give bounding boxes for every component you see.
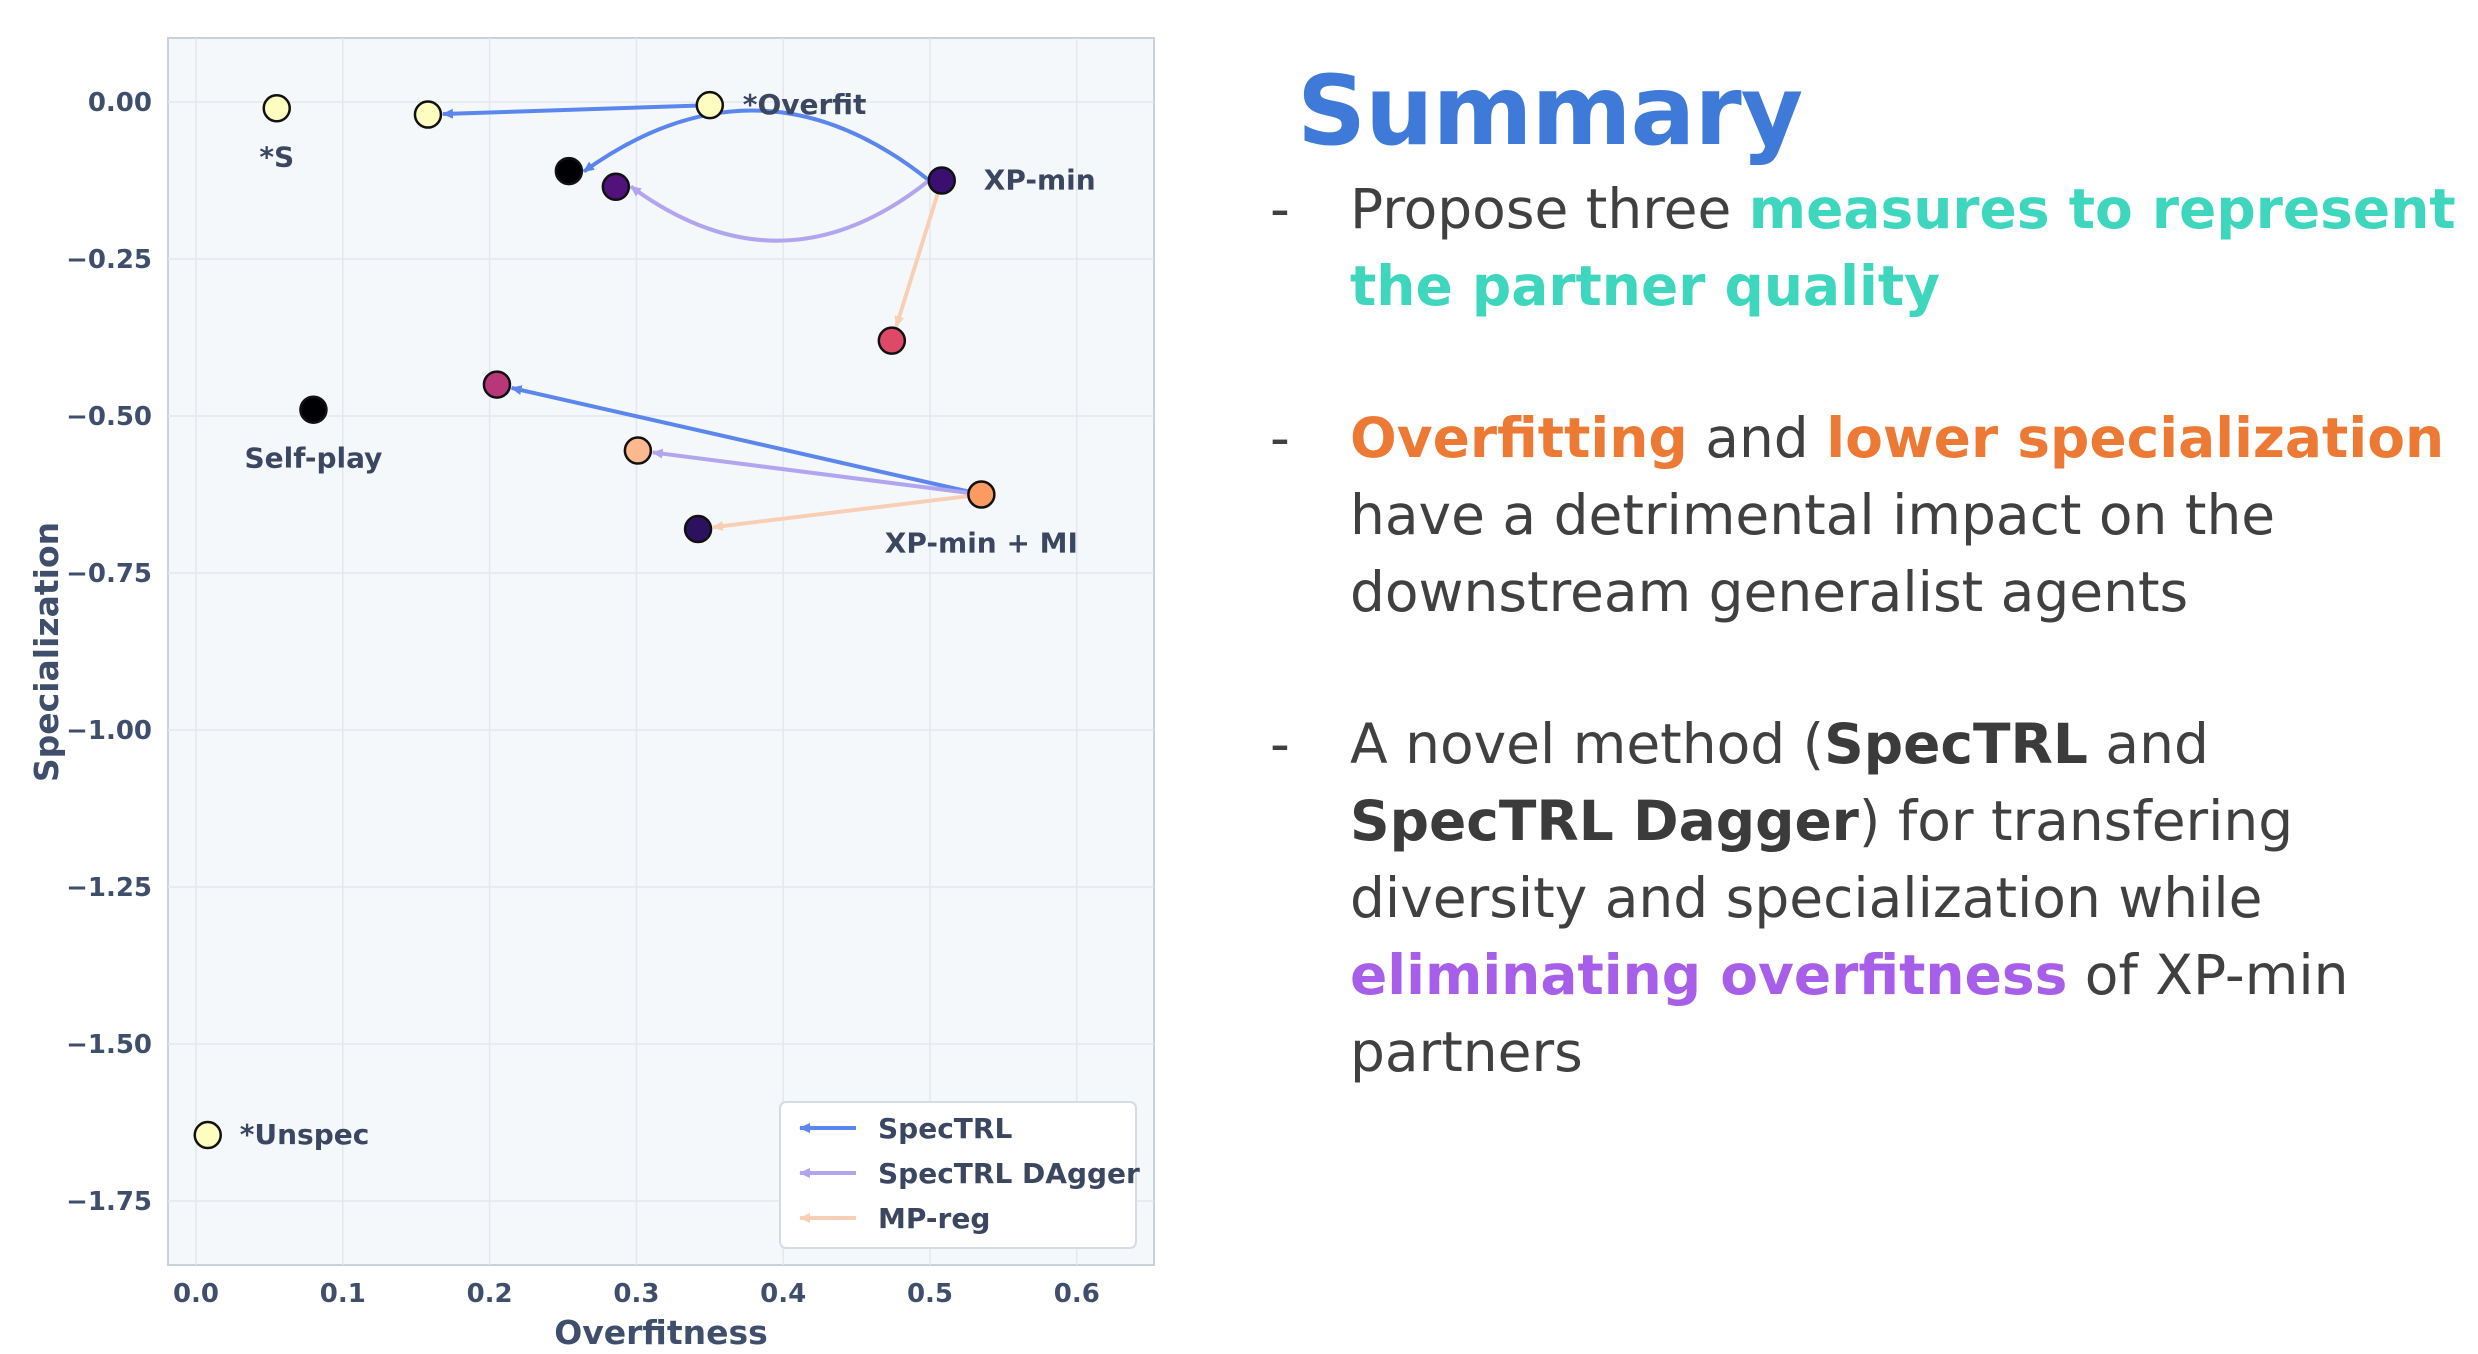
summary-title: Summary (1297, 55, 1803, 167)
arrow-spectrl (582, 108, 930, 182)
y-tick-label: −1.00 (66, 716, 152, 746)
data-point (877, 326, 907, 355)
x-tick-label: 0.0 (173, 1279, 219, 1309)
data-point (554, 156, 584, 186)
data-point (695, 90, 725, 120)
arrows (441, 103, 970, 531)
legend-box (779, 1101, 1137, 1249)
point-label: *S (259, 140, 294, 173)
data-point (927, 166, 956, 195)
legend-label: SpecTRL DAgger (878, 1157, 1140, 1190)
point-label: *Unspec (240, 1118, 370, 1151)
data-point (299, 395, 328, 424)
legend-entries: SpecTRL SpecTRL DAgger MP-reg (799, 1112, 1140, 1235)
x-tick-label: 0.3 (613, 1279, 659, 1309)
highlight-lower-specialization: lower specialization (1826, 406, 2445, 470)
data-point (601, 172, 631, 202)
point-label: *Overfit (743, 88, 867, 121)
bullet-text: Propose three (1350, 177, 1749, 241)
scatter-chart: 0.0 0.1 0.2 0.3 0.4 0.5 0.6 0.00 −0.25 −0.50 −0.75… (27, 37, 1155, 1352)
arrow-mp-reg (894, 192, 940, 328)
point-label: XP-min (984, 164, 1096, 197)
bullet-text: and (2087, 712, 2209, 776)
highlight-spectrl: SpecTRL (1824, 712, 2088, 776)
data-point (967, 480, 996, 509)
bullet-text: have a detrimental impact on the downstr… (1350, 483, 2276, 624)
data-point (482, 370, 512, 399)
bullet-novel-method: - A novel method (SpecTRL and SpecTRL Da… (1270, 706, 2470, 1091)
bullet-overfitting-impact: - Overfitting and lower specialization h… (1270, 400, 2470, 631)
points (193, 90, 996, 1150)
highlight-eliminating-overfitness: eliminating overfitness (1350, 943, 2068, 1007)
bullet-text: and (1687, 406, 1827, 470)
y-tick-label: −0.50 (66, 402, 152, 432)
x-tick-label: 0.2 (467, 1279, 513, 1309)
data-point (262, 94, 291, 123)
legend-label: SpecTRL (878, 1112, 1012, 1145)
summary-panel: Summary - Propose three measures to repr… (1270, 55, 2470, 1091)
point-labels: *S *Overfit XP-min Self-play XP-min + MI *Uns… (240, 88, 1096, 1151)
legend-label: MP-reg (878, 1202, 990, 1235)
data-point (413, 100, 443, 129)
bullet-text: ) for transfering diversity and speciali… (1350, 789, 2294, 930)
legend: SpecTRL SpecTRL DAgger MP-reg (779, 1101, 1140, 1249)
highlight-measures: measures to represent the partner qualit… (1350, 177, 2456, 318)
arrow-spectrl-dagger (629, 179, 930, 243)
highlight-spectrl-dagger: SpecTRL Dagger (1350, 789, 1859, 853)
data-point (683, 514, 713, 544)
arrow-spectrl (441, 103, 697, 119)
y-tick-label: −0.75 (66, 559, 152, 589)
bullet-text: of XP-min partners (1350, 943, 2349, 1084)
grid (168, 38, 1154, 1265)
data-point (193, 1120, 222, 1150)
y-tick-label: −1.25 (66, 873, 152, 903)
point-label: Self-play (244, 442, 382, 475)
highlight-overfitting: Overfitting (1350, 406, 1688, 470)
axis-ticks: 0.0 0.1 0.2 0.3 0.4 0.5 0.6 0.00 −0.25 −0.50 −0.75… (66, 88, 1100, 1309)
arrow-mp-reg (711, 494, 969, 531)
y-tick-label: −1.75 (66, 1187, 152, 1217)
y-tick-label: −0.25 (66, 245, 152, 275)
x-axis-title: Overfitness (554, 1313, 768, 1352)
bullet-dash: - (1270, 406, 1290, 470)
data-point (623, 436, 653, 465)
x-tick-label: 0.5 (907, 1279, 953, 1309)
bullet-text: A novel method ( (1350, 712, 1825, 776)
bullet-dash: - (1270, 712, 1290, 776)
plot-area (167, 37, 1155, 1266)
bullet-dash: - (1270, 177, 1290, 241)
y-axis-title: Specialization (27, 522, 66, 782)
bullet-partner-measures: - Propose three measures to represent th… (1270, 171, 2470, 325)
arrow-spectrl-dagger (651, 448, 969, 495)
arrow-spectrl (510, 385, 970, 494)
y-tick-label: 0.00 (88, 88, 152, 118)
x-tick-label: 0.6 (1054, 1279, 1100, 1309)
point-label: XP-min + MI (885, 527, 1078, 560)
y-tick-label: −1.50 (66, 1030, 152, 1060)
x-tick-label: 0.1 (320, 1279, 366, 1309)
x-tick-label: 0.4 (760, 1279, 806, 1309)
